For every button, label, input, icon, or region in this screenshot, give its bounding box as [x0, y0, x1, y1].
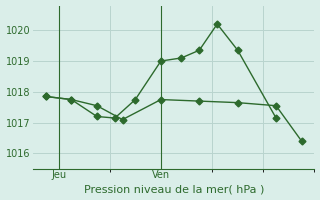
X-axis label: Pression niveau de la mer( hPa ): Pression niveau de la mer( hPa ): [84, 184, 264, 194]
